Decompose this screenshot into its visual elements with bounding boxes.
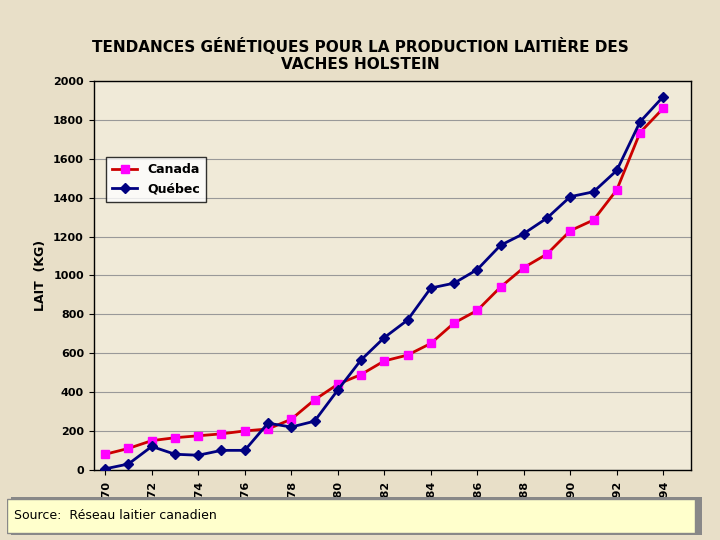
Québec <box>310 418 319 424</box>
Québec <box>636 119 644 125</box>
Canada <box>287 416 296 422</box>
Canada <box>450 320 459 326</box>
Québec <box>589 188 598 195</box>
Canada <box>519 265 528 271</box>
Québec <box>426 285 435 291</box>
Canada <box>171 435 179 441</box>
Canada <box>496 284 505 291</box>
Canada <box>148 437 156 444</box>
Québec <box>496 242 505 248</box>
Text: TENDANCES GÉNÉTIQUES POUR LA PRODUCTION LAITIÈRE DES
VACHES HOLSTEIN: TENDANCES GÉNÉTIQUES POUR LA PRODUCTION … <box>91 38 629 72</box>
Canada <box>310 396 319 403</box>
Canada <box>124 445 132 451</box>
Québec <box>543 215 552 221</box>
Line: Canada: Canada <box>101 104 667 458</box>
Canada <box>333 381 342 388</box>
Québec <box>659 93 667 100</box>
Y-axis label: LAIT  (KG): LAIT (KG) <box>35 240 48 311</box>
FancyBboxPatch shape <box>11 497 702 537</box>
Québec <box>380 334 389 341</box>
Québec <box>148 443 156 450</box>
Québec <box>171 451 179 457</box>
Québec <box>124 461 132 467</box>
Québec <box>264 420 272 427</box>
Canada <box>264 426 272 432</box>
Canada <box>613 187 621 193</box>
Text: Source:  Réseau laitier canadien: Source: Réseau laitier canadien <box>14 509 217 522</box>
Canada <box>380 357 389 364</box>
Québec <box>473 266 482 273</box>
Québec <box>403 317 412 323</box>
Québec <box>287 424 296 430</box>
Québec <box>356 357 365 363</box>
Canada <box>589 217 598 223</box>
Canada <box>659 105 667 111</box>
Line: Québec: Québec <box>102 93 667 473</box>
Québec <box>217 447 226 454</box>
Québec <box>519 231 528 237</box>
Québec <box>240 447 249 454</box>
Québec <box>450 280 459 286</box>
Québec <box>194 452 202 458</box>
Québec <box>613 167 621 174</box>
Canada <box>543 251 552 257</box>
Québec <box>333 387 342 393</box>
FancyBboxPatch shape <box>7 499 695 532</box>
Canada <box>356 372 365 378</box>
Canada <box>240 428 249 434</box>
Canada <box>217 430 226 437</box>
Canada <box>426 340 435 347</box>
Canada <box>636 129 644 136</box>
Canada <box>403 352 412 359</box>
Québec <box>101 465 109 472</box>
Canada <box>473 307 482 314</box>
Québec <box>566 193 575 200</box>
Canada <box>101 451 109 457</box>
X-axis label: ANNÉES: ANNÉES <box>364 514 420 526</box>
Canada <box>566 227 575 234</box>
Legend: Canada, Québec: Canada, Québec <box>106 157 206 202</box>
Canada <box>194 433 202 439</box>
